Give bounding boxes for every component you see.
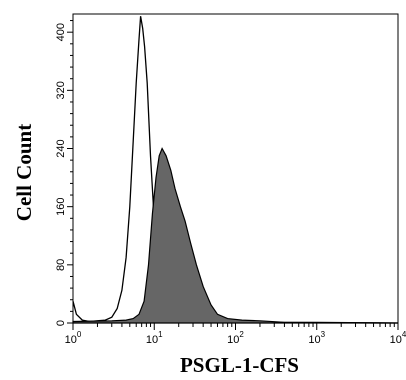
series-layer <box>72 16 399 324</box>
y-tick-label: 400 <box>55 23 67 41</box>
x-tick-label: 103 <box>308 330 325 346</box>
x-axis-title: PSGL-1-CFS <box>180 353 299 377</box>
histogram-outline-series <box>72 16 399 324</box>
x-axis: 100 101 102 103 104 <box>65 323 406 346</box>
y-tick-label: 160 <box>55 197 67 215</box>
plot-frame <box>72 13 399 324</box>
histogram-filled-series <box>72 147 399 324</box>
y-axis-title: Cell Count <box>12 124 36 221</box>
y-tick-label: 80 <box>55 259 67 271</box>
y-tick-label: 320 <box>55 81 67 99</box>
x-tick-label: 101 <box>146 330 163 346</box>
y-tick-label: 240 <box>55 139 67 157</box>
x-tick-label: 104 <box>390 330 406 346</box>
y-tick-label: 0 <box>55 320 67 326</box>
x-tick-label: 102 <box>227 330 244 346</box>
y-axis: 0 80 160 240 320 400 <box>55 20 73 326</box>
x-tick-label: 100 <box>65 330 82 346</box>
